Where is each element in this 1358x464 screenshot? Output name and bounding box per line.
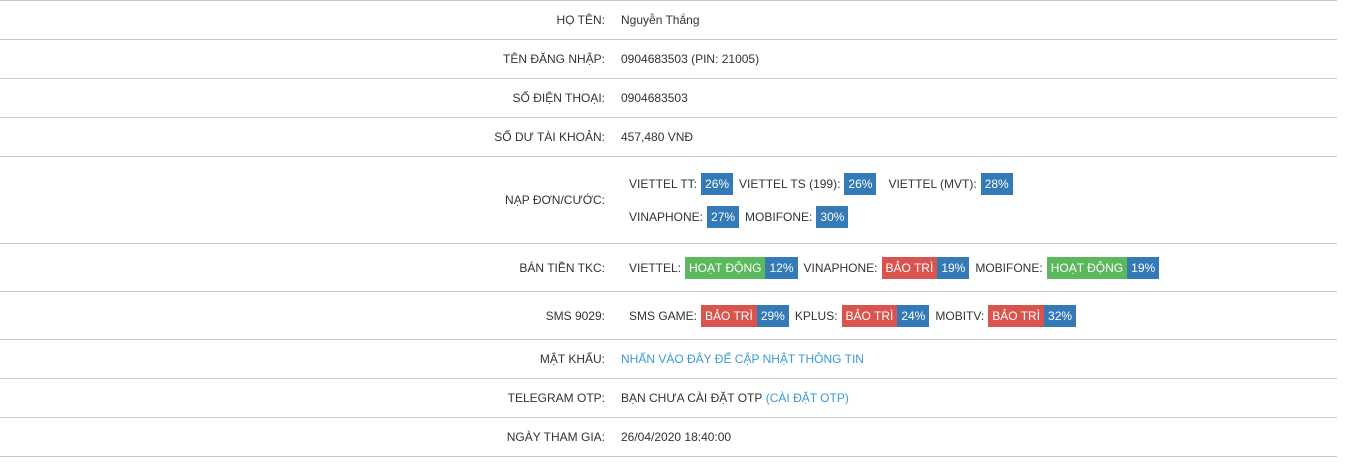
- setup-otp-link[interactable]: (CÀI ĐẶT OTP): [765, 391, 849, 405]
- row-recharge-rates: NẠP ĐƠN/CƯỚC: VIETTEL TT: 26% VIETTEL TS…: [0, 157, 1337, 244]
- percent-badge: 27%: [707, 205, 740, 228]
- tkc-label: BÁN TIỀN TKC:: [519, 260, 605, 275]
- telegram-otp-value: BẠN CHƯA CÀI ĐẶT OTP (CÀI ĐẶT OTP): [605, 391, 849, 405]
- password-label: MẬT KHẨU:: [539, 352, 605, 366]
- recharge-values: VIETTEL TT: 26% VIETTEL TS (199): 26% VI…: [605, 172, 1019, 228]
- account-info-table: HỌ TÊN: Nguyễn Thắng TÊN ĐĂNG NHẬP: 0904…: [0, 0, 1337, 457]
- full-name-label: HỌ TÊN:: [556, 13, 605, 27]
- row-phone: SỐ ĐIỆN THOẠI: 0904683503: [0, 79, 1337, 118]
- sms-values: SMS GAME: BẢO TRÌ 29% KPLUS: BẢO TRÌ 24% M…: [605, 304, 1082, 327]
- tkc-item-vinaphone: VINAPHONE: BẢO TRÌ 19%: [804, 256, 970, 279]
- tkc-values: VIETTEL: HOẠT ĐỘNG 12% VINAPHONE: BẢO TRÌ…: [605, 256, 1165, 279]
- percent-badge: 12%: [765, 256, 798, 279]
- status-badge: BẢO TRÌ: [701, 304, 757, 327]
- row-full-name: HỌ TÊN: Nguyễn Thắng: [0, 1, 1337, 40]
- sms-label: SMS 9029:: [545, 308, 605, 323]
- balance-label: SỐ DƯ TÀI KHOẢN:: [494, 130, 605, 144]
- sms-item-mobitv: MOBITV: BẢO TRÌ 32%: [935, 304, 1077, 327]
- percent-badge: 24%: [897, 304, 930, 327]
- update-password-link[interactable]: NHẤN VÀO ĐÂY ĐỂ CẬP NHẬT THÔNG TIN: [621, 352, 864, 366]
- username-label: TÊN ĐĂNG NHẬP:: [502, 52, 605, 66]
- recharge-item-mobifone: MOBIFONE: 30%: [745, 205, 849, 228]
- recharge-item-viettel-mvt: VIETTEL (MVT): 28%: [888, 172, 1013, 195]
- password-value: NHẤN VÀO ĐÂY ĐỂ CẬP NHẬT THÔNG TIN: [605, 352, 864, 366]
- phone-value: 0904683503: [621, 91, 688, 105]
- full-name-value: Nguyễn Thắng: [621, 13, 700, 27]
- sms-item-game: SMS GAME: BẢO TRÌ 29%: [629, 304, 789, 327]
- status-badge: HOẠT ĐỘNG: [1046, 256, 1128, 279]
- row-join-date: NGÀY THAM GIA: 26/04/2020 18:40:00: [0, 418, 1337, 457]
- percent-badge: 30%: [816, 205, 849, 228]
- row-password: MẬT KHẨU: NHẤN VÀO ĐÂY ĐỂ CẬP NHẬT THÔNG…: [0, 340, 1337, 379]
- percent-badge: 19%: [1127, 256, 1160, 279]
- recharge-line-2: VINAPHONE: 27% MOBIFONE: 30%: [629, 205, 1019, 228]
- username-value: 0904683503 (PIN: 21005): [621, 52, 760, 66]
- row-sms: SMS 9029: SMS GAME: BẢO TRÌ 29% KPLUS: BẢ…: [0, 292, 1337, 340]
- balance-value: 457,480 VNĐ: [621, 130, 694, 144]
- join-date-value: 26/04/2020 18:40:00: [621, 430, 732, 444]
- percent-badge: 32%: [1044, 304, 1077, 327]
- tkc-item-mobifone: MOBIFONE: HOẠT ĐỘNG 19%: [975, 256, 1160, 279]
- percent-badge: 19%: [937, 256, 970, 279]
- recharge-line-1: VIETTEL TT: 26% VIETTEL TS (199): 26% VI…: [629, 172, 1019, 195]
- row-username: TÊN ĐĂNG NHẬP: 0904683503 (PIN: 21005): [0, 40, 1337, 79]
- sms-item-kplus: KPLUS: BẢO TRÌ 24%: [795, 304, 930, 327]
- percent-badge: 29%: [756, 304, 789, 327]
- row-balance: SỐ DƯ TÀI KHOẢN: 457,480 VNĐ: [0, 118, 1337, 157]
- recharge-label: NẠP ĐƠN/CƯỚC:: [505, 193, 605, 207]
- recharge-item-viettel-ts: VIETTEL TS (199): 26%: [739, 172, 877, 195]
- row-tkc: BÁN TIỀN TKC: VIETTEL: HOẠT ĐỘNG 12% VINA…: [0, 244, 1337, 292]
- recharge-item-viettel-tt: VIETTEL TT: 26%: [629, 172, 734, 195]
- tkc-item-viettel: VIETTEL: HOẠT ĐỘNG 12%: [629, 256, 798, 279]
- percent-badge: 26%: [844, 172, 877, 195]
- status-badge: HOẠT ĐỘNG: [685, 256, 766, 279]
- status-badge: BẢO TRÌ: [881, 256, 938, 279]
- recharge-item-vinaphone: VINAPHONE: 27%: [629, 205, 740, 228]
- join-date-label: NGÀY THAM GIA:: [506, 430, 605, 444]
- status-badge: BẢO TRÌ: [988, 304, 1045, 327]
- percent-badge: 28%: [980, 172, 1013, 195]
- row-telegram-otp: TELEGRAM OTP: BẠN CHƯA CÀI ĐẶT OTP (CÀI …: [0, 379, 1337, 418]
- status-badge: BẢO TRÌ: [841, 304, 898, 327]
- telegram-otp-status: BẠN CHƯA CÀI ĐẶT OTP: [621, 391, 763, 405]
- telegram-otp-label: TELEGRAM OTP:: [507, 391, 605, 405]
- phone-label: SỐ ĐIỆN THOẠI:: [512, 91, 605, 105]
- percent-badge: 26%: [701, 172, 734, 195]
